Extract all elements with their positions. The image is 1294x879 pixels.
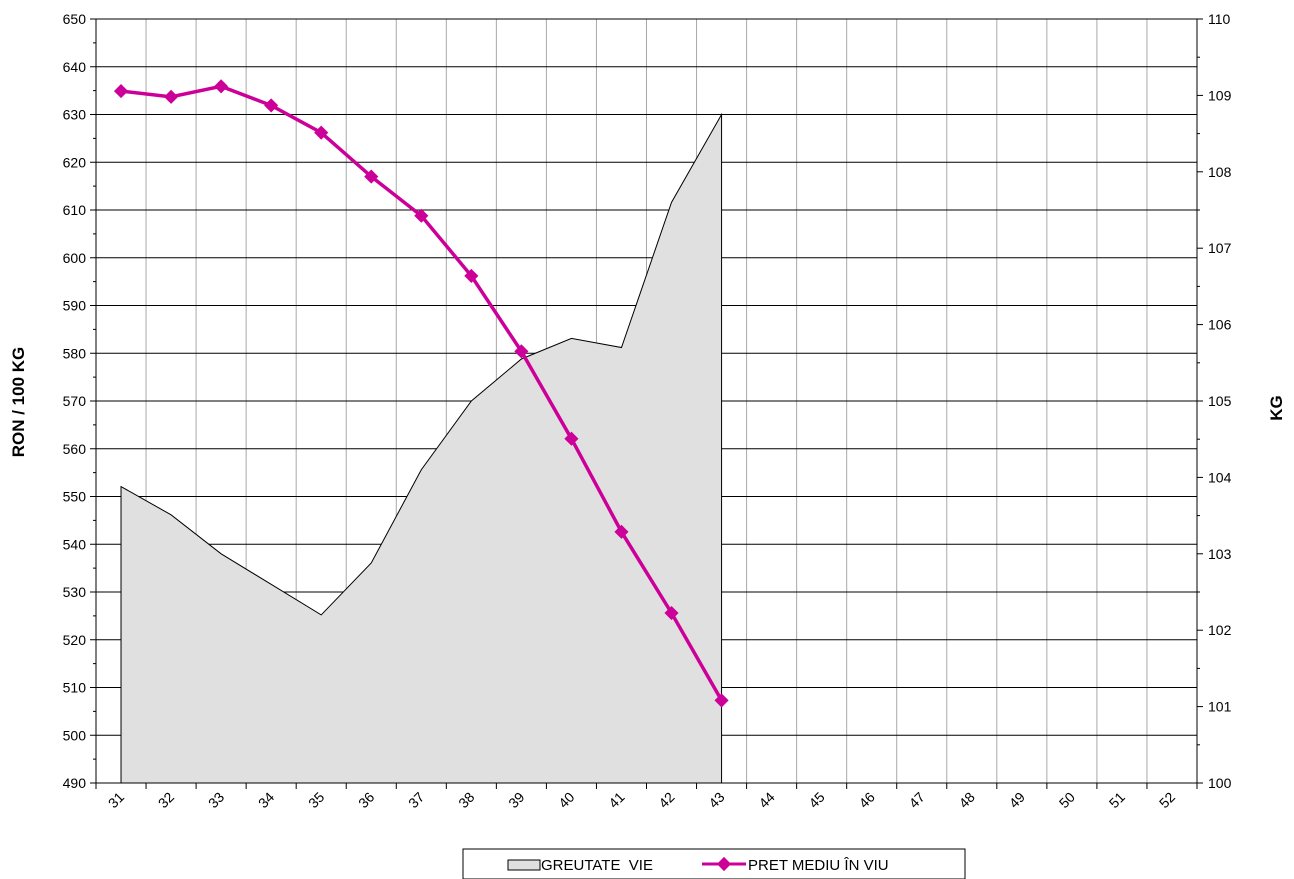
- x-tick-label: 51: [1106, 789, 1128, 811]
- right-axis-title: KG: [1267, 395, 1286, 421]
- x-tick-label: 50: [1056, 789, 1078, 811]
- line-point-marker: [163, 89, 179, 104]
- right-tick-label: 104: [1208, 469, 1232, 485]
- right-tick-label: 110: [1208, 11, 1231, 27]
- left-tick-label: 640: [63, 59, 87, 75]
- left-tick-label: 620: [63, 154, 87, 170]
- right-tick-label: 105: [1208, 393, 1232, 409]
- x-tick-label: 34: [255, 789, 277, 811]
- right-tick-label: 103: [1208, 546, 1232, 562]
- right-tick-label: 101: [1208, 699, 1232, 715]
- right-tick-label: 109: [1208, 87, 1232, 103]
- left-axis-title: RON / 100 KG: [9, 347, 28, 458]
- legend-box: [462, 848, 966, 879]
- left-tick-label: 510: [63, 680, 87, 696]
- left-tick-label: 540: [63, 536, 87, 552]
- x-tick-label: 31: [105, 789, 127, 811]
- legend-area-label: GREUTATE VIE: [541, 857, 653, 874]
- left-tick-label: 560: [63, 441, 87, 457]
- x-tick-label: 47: [906, 789, 928, 811]
- x-tick-label: 44: [755, 789, 777, 811]
- line-point-marker: [113, 84, 129, 99]
- x-tick-label: 37: [405, 789, 427, 811]
- x-tick-label: 49: [1006, 789, 1028, 811]
- line-point-marker: [614, 524, 629, 539]
- x-tick-label: 41: [605, 789, 627, 811]
- right-tick-label: 106: [1208, 317, 1232, 333]
- line-point-marker: [664, 605, 679, 621]
- left-tick-label: 600: [63, 250, 87, 266]
- x-tick-label: 38: [455, 789, 477, 811]
- line-point-marker: [414, 208, 429, 223]
- x-tick-label: 35: [305, 789, 327, 811]
- x-tick-label: 45: [805, 789, 827, 811]
- area-greutate-vie: [120, 112, 723, 784]
- line-point-marker: [564, 431, 579, 446]
- x-tick-label: 42: [655, 789, 677, 811]
- left-tick-label: 650: [63, 11, 87, 27]
- x-tick-label: 33: [205, 789, 227, 811]
- left-tick-label: 590: [63, 298, 87, 314]
- left-tick-label: 520: [63, 632, 87, 648]
- x-tick-label: 46: [855, 789, 877, 811]
- right-axis-ticks: 100 101 102 103 104 105 106 107 108 109 110: [1197, 11, 1232, 791]
- x-tick-label: 36: [355, 789, 377, 811]
- right-tick-label: 100: [1208, 775, 1232, 791]
- left-tick-label: 570: [63, 393, 87, 409]
- legend-area-swatch: [507, 859, 541, 871]
- right-tick-label: 102: [1208, 622, 1232, 638]
- legend: GREUTATE VIE PRET MEDIU ÎN VIU: [462, 848, 966, 879]
- line-point-marker: [364, 169, 379, 184]
- left-tick-label: 530: [63, 584, 87, 600]
- left-tick-label: 500: [63, 727, 87, 743]
- left-tick-label: 630: [63, 107, 87, 123]
- legend-line-label: PRET MEDIU ÎN VIU: [748, 857, 889, 874]
- line-point-marker: [714, 693, 729, 708]
- area-series-layer: [120, 112, 723, 784]
- left-tick-label: 550: [63, 489, 87, 505]
- right-tick-label: 108: [1208, 164, 1232, 180]
- left-tick-label: 580: [63, 345, 87, 361]
- x-axis-ticks: 31 32 33 34 35 36 37 38 39 40 41 42 43 44 45 46 47 48 49 50…: [95, 783, 1198, 811]
- x-tick-label: 39: [505, 789, 527, 811]
- right-tick-label: 107: [1208, 240, 1232, 256]
- x-tick-label: 43: [705, 789, 727, 811]
- left-tick-label: 490: [63, 775, 87, 791]
- line-point-marker: [214, 79, 229, 94]
- x-tick-label: 40: [555, 789, 577, 811]
- left-tick-label: 610: [63, 202, 87, 218]
- x-tick-label: 32: [155, 789, 177, 811]
- legend-line-marker: [716, 856, 732, 872]
- left-axis-ticks: 490 500 510 520 530 540 550 560 570 580 590 600 610 6…: [63, 11, 96, 791]
- x-tick-label: 48: [956, 789, 978, 811]
- line-point-marker: [514, 344, 529, 359]
- line-series-layer: [113, 79, 729, 708]
- x-tick-label: 52: [1156, 789, 1178, 811]
- line-point-marker: [264, 98, 279, 113]
- line-point-marker: [464, 268, 479, 283]
